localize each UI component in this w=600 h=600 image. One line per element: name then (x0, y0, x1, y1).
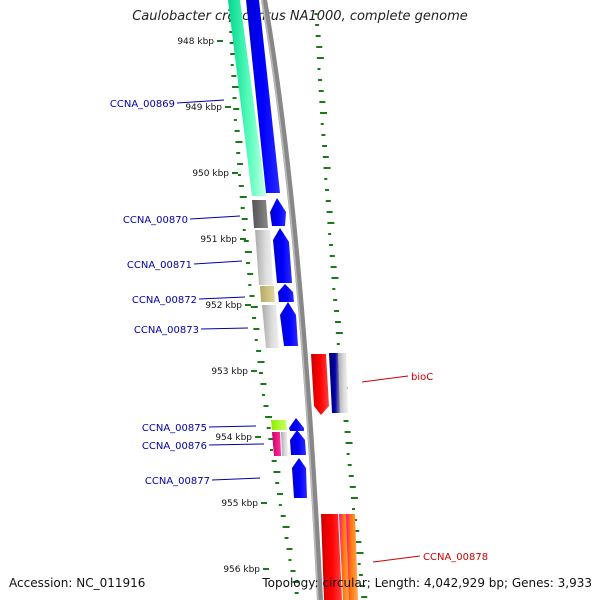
gene-block-CCNA-00878[interactable] (321, 514, 358, 600)
kbp-tick-label: 953 kbp (211, 367, 248, 377)
map-title: Caulobacter crescentus NA1000, complete … (132, 9, 468, 24)
gene-label[interactable]: CCNA_00878 (423, 552, 488, 563)
gene-block-CCNA-00872[interactable] (260, 284, 294, 302)
gene-label[interactable]: CCNA_00875 (142, 423, 207, 434)
label-leader-line (208, 425, 257, 428)
kbp-tick-label: 950 kbp (192, 169, 229, 179)
gene-label[interactable]: CCNA_00869 (110, 99, 175, 110)
kbp-tick-label: 954 kbp (215, 433, 252, 443)
label-leader-line (176, 99, 225, 104)
gene-label[interactable]: CCNA_00873 (134, 325, 199, 336)
label-leader-line (208, 443, 265, 446)
gc-skew-track-left (228, 9, 300, 594)
gene-block-CCNA-00871[interactable] (255, 228, 292, 285)
label-leader-line (189, 215, 241, 220)
label-leader-line (200, 327, 249, 330)
gene-labels-left: CCNA_00869 CCNA_00870 CCNA_00871 CCNA_00872… (110, 99, 265, 487)
gene-label[interactable]: CCNA_00872 (132, 295, 197, 306)
gene-block-CCNA-00876[interactable] (272, 430, 306, 456)
label-leader-line (198, 296, 246, 300)
gene-block-CCNA-00875[interactable] (271, 418, 304, 431)
gene-block-CCNA-00870[interactable] (252, 198, 286, 228)
gene-label[interactable]: bioC (411, 372, 433, 383)
gene-block-CCNA-00877[interactable] (292, 458, 307, 498)
accession-text: Accession: NC_011916 (9, 576, 146, 590)
gc-skew-track-right (314, 13, 368, 598)
kbp-tick-label: 948 kbp (177, 37, 214, 47)
kbp-tick-label: 955 kbp (221, 499, 258, 509)
kbp-tick-label: 951 kbp (200, 235, 237, 245)
genome-summary: Topology: circular; Length: 4,042,929 bp… (262, 576, 592, 590)
kbp-tick-label: 956 kbp (223, 565, 260, 575)
genome-backbone (261, 0, 323, 600)
label-leader-line (211, 477, 261, 481)
gene-label[interactable]: CCNA_00871 (127, 260, 192, 271)
gene-label[interactable]: CCNA_00876 (142, 441, 207, 452)
label-leader-line (372, 555, 421, 563)
gene-block-CCNA-00873[interactable] (262, 302, 298, 348)
kbp-tick-label: 949 kbp (185, 103, 222, 113)
label-leader-line (193, 260, 243, 265)
gene-label[interactable]: CCNA_00870 (123, 215, 188, 226)
gene-block-CCNA-00869[interactable] (228, 0, 280, 196)
gene-labels-right: bioC CCNA_00878 (361, 372, 488, 563)
gene-label[interactable]: CCNA_00877 (145, 476, 210, 487)
gene-block-bioC[interactable] (311, 353, 348, 415)
kbp-tick-label: 952 kbp (205, 301, 242, 311)
kbp-axis: 948 kbp 949 kbp 950 kbp 951 kbp 952 kbp 953 k… (177, 37, 269, 575)
label-leader-line (361, 375, 409, 383)
